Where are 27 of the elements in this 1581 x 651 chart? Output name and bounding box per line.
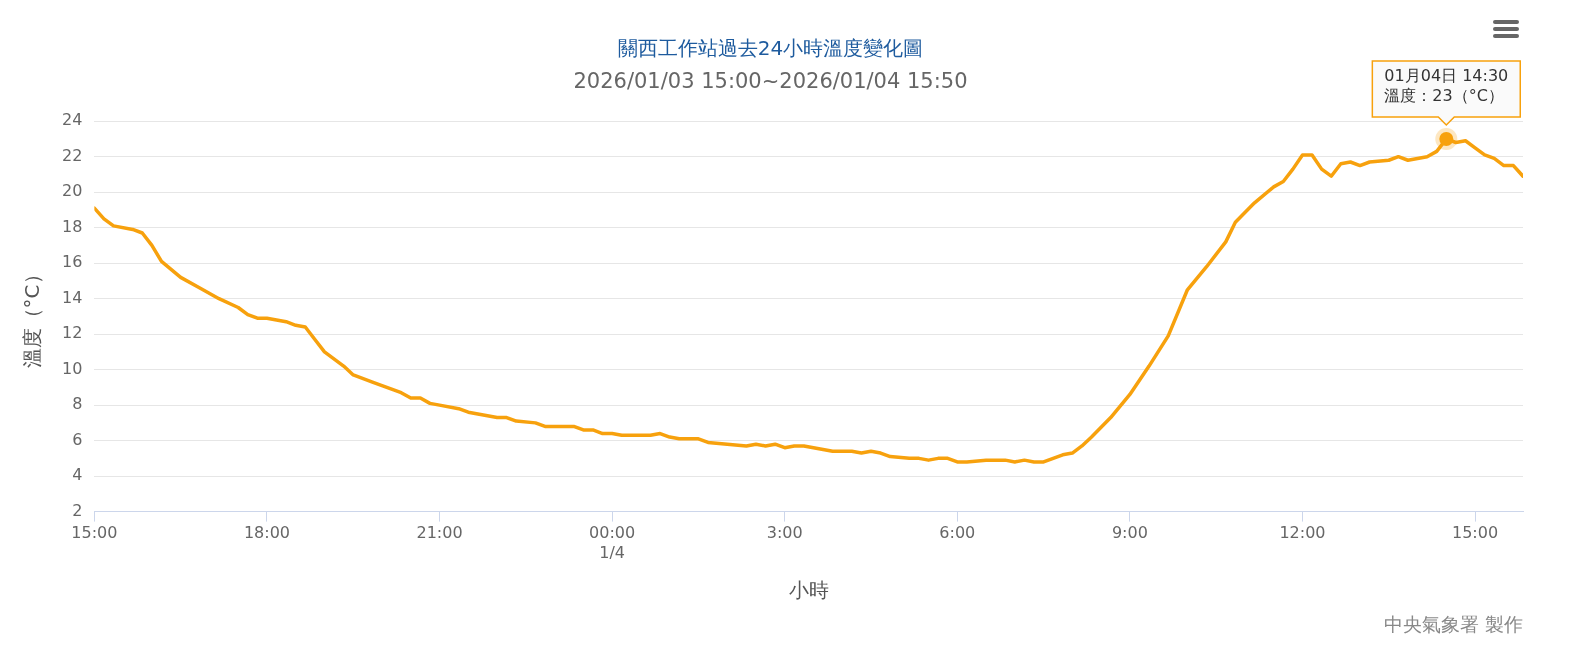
x-tick-label: 12:00 [1279,523,1326,543]
x-tick-label: 21:00 [416,523,463,543]
y-axis-title: 溫度（°C） [20,264,45,369]
y-tick-label: 2 [72,500,83,520]
x-tick-label: 15:00 [1452,523,1499,543]
y-tick-label: 16 [62,252,83,272]
y-tick-label: 4 [72,465,83,485]
y-tick-label: 12 [62,323,83,343]
y-tick-label: 18 [62,216,83,236]
chart-subtitle: 2026/01/03 15:00~2026/01/04 15:50 [573,69,968,94]
x-tick-label: 15:00 [71,523,118,543]
y-tick-label: 20 [62,181,83,201]
x-tick-label: 18:00 [243,523,290,543]
x-tick-label: 00:00 1/4 [589,523,636,562]
text: 中央氣象署 製作 [1383,613,1523,636]
x-tick-label: 3:00 [766,523,803,543]
y-tick-label: 8 [72,394,83,414]
y-tick-label: 10 [62,358,83,378]
y-tick-label: 14 [62,287,83,307]
y-tick-label: 22 [62,145,83,165]
y-tick-label: 6 [72,429,83,449]
chart-title: 關西工作站過去24小時溫度變化圖 [617,36,924,61]
x-tick-label: 9:00 [1111,523,1148,543]
x-tick-label: 6:00 [939,523,976,543]
annotation: 01月04日 14:30 溫度：23（°C） [1384,66,1509,106]
y-tick-label: 24 [62,110,83,130]
x-axis-title: 小時 [788,578,829,603]
